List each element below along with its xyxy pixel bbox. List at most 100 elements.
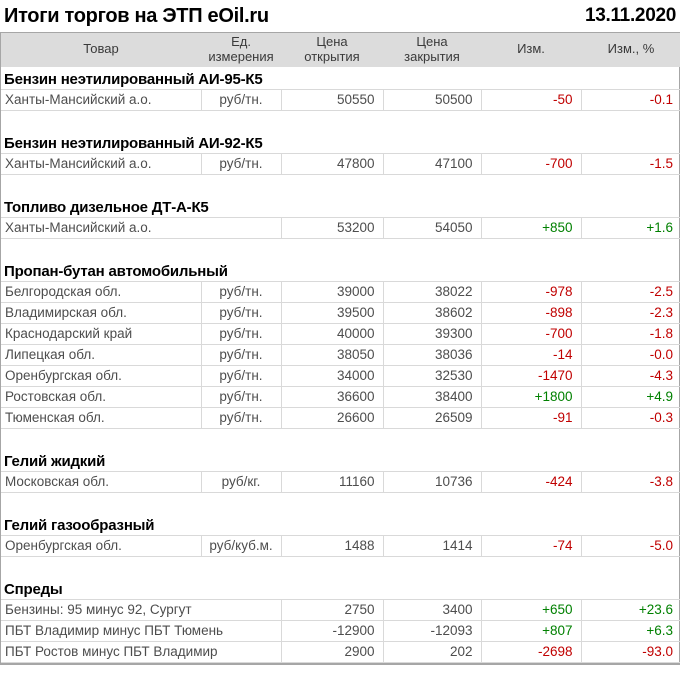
unit-cell: руб/тн. <box>200 301 282 324</box>
table-row: ПБТ Владимир минус ПБТ Тюмень -12900 -12… <box>1 619 680 642</box>
unit-cell: руб/куб.м. <box>200 534 282 557</box>
section-spacer <box>1 492 680 513</box>
product-cell: ПБТ Ростов минус ПБТ Владимир <box>1 640 282 663</box>
change-pct-cell: -1.5 <box>580 152 680 175</box>
unit-cell: руб/тн. <box>200 152 282 175</box>
change-cell: -91 <box>480 406 582 429</box>
product-cell: Ростовская обл. <box>1 385 202 408</box>
section-spacer <box>1 428 680 449</box>
product-cell: Московская обл. <box>1 470 202 493</box>
open-price-cell: 38050 <box>280 343 384 366</box>
section-title: Бензин неэтилированный АИ-95-К5 <box>4 70 263 88</box>
section-spacer <box>1 238 680 259</box>
product-cell: Липецкая обл. <box>1 343 202 366</box>
change-cell: -898 <box>480 301 582 324</box>
col-header-unit: Ед. измерения <box>208 34 274 64</box>
open-price-cell: 50550 <box>280 88 384 111</box>
section-title: Спреды <box>4 580 63 598</box>
close-price-cell: 50500 <box>382 88 482 111</box>
close-price-cell: -12093 <box>382 619 482 642</box>
close-price-cell: 26509 <box>382 406 482 429</box>
col-header-change-pct: Изм., % <box>607 41 655 57</box>
table-row: Ростовская обл. руб/тн. 36600 38400 +180… <box>1 385 680 408</box>
change-cell: -2698 <box>480 640 582 663</box>
table-row: Оренбургская обл. руб/тн. 34000 32530 -1… <box>1 364 680 387</box>
close-price-cell: 54050 <box>382 216 482 239</box>
open-price-cell: 53200 <box>280 216 384 239</box>
table-row: Бензины: 95 минус 92, Сургут 2750 3400 +… <box>1 598 680 621</box>
table-row: Московская обл. руб/кг. 11160 10736 -424… <box>1 470 680 493</box>
report-date: 13.11.2020 <box>584 5 676 26</box>
change-cell: -700 <box>480 152 582 175</box>
close-price-cell: 38022 <box>382 280 482 303</box>
section-spacer <box>1 556 680 577</box>
open-price-cell: -12900 <box>280 619 384 642</box>
open-price-cell: 1488 <box>280 534 384 557</box>
table-row: Владимирская обл. руб/тн. 39500 38602 -8… <box>1 301 680 324</box>
open-price-cell: 47800 <box>280 152 384 175</box>
open-price-cell: 2750 <box>280 598 384 621</box>
change-pct-cell: +4.9 <box>580 385 680 408</box>
change-pct-cell: -4.3 <box>580 364 680 387</box>
section-title-row: Гелий газообразный <box>1 513 680 535</box>
table-row: ПБТ Ростов минус ПБТ Владимир 2900 202 -… <box>1 640 680 663</box>
close-price-cell: 39300 <box>382 322 482 345</box>
change-pct-cell: -3.8 <box>580 470 680 493</box>
change-pct-cell: -93.0 <box>580 640 680 663</box>
product-cell: Ханты-Мансийский а.о. <box>1 88 202 111</box>
unit-cell: руб/тн. <box>200 88 282 111</box>
unit-cell: руб/тн. <box>200 406 282 429</box>
section-title-row: Пропан-бутан автомобильный <box>1 259 680 281</box>
section-title: Гелий жидкий <box>4 452 106 470</box>
change-pct-cell: +6.3 <box>580 619 680 642</box>
product-cell: Оренбургская обл. <box>1 534 202 557</box>
open-price-cell: 34000 <box>280 364 384 387</box>
product-cell: ПБТ Владимир минус ПБТ Тюмень <box>1 619 282 642</box>
results-table-frame: Товар Ед. измерения Цена открытия Цена з… <box>0 32 680 665</box>
change-pct-cell: -0.0 <box>580 343 680 366</box>
open-price-cell: 36600 <box>280 385 384 408</box>
open-price-cell: 39000 <box>280 280 384 303</box>
product-cell: Оренбургская обл. <box>1 364 202 387</box>
product-cell: Ханты-Мансийский а.о. <box>1 152 202 175</box>
close-price-cell: 202 <box>382 640 482 663</box>
change-cell: -14 <box>480 343 582 366</box>
change-pct-cell: +23.6 <box>580 598 680 621</box>
table-header-row: Товар Ед. измерения Цена открытия Цена з… <box>1 33 680 68</box>
unit-cell: руб/тн. <box>200 343 282 366</box>
open-price-cell: 39500 <box>280 301 384 324</box>
change-cell: -424 <box>480 470 582 493</box>
product-cell: Владимирская обл. <box>1 301 202 324</box>
close-price-cell: 3400 <box>382 598 482 621</box>
unit-cell: руб/тн. <box>200 322 282 345</box>
table-row: Краснодарский край руб/тн. 40000 39300 -… <box>1 322 680 345</box>
section-title: Топливо дизельное ДТ-А-К5 <box>4 198 209 216</box>
close-price-cell: 10736 <box>382 470 482 493</box>
table-row: Белгородская обл. руб/тн. 39000 38022 -9… <box>1 280 680 303</box>
page-title: Итоги торгов на ЭТП eOil.ru <box>4 4 269 27</box>
unit-cell: руб/тн. <box>200 364 282 387</box>
section-title: Гелий газообразный <box>4 516 155 534</box>
close-price-cell: 32530 <box>382 364 482 387</box>
section-spacer <box>1 110 680 131</box>
change-cell: +1800 <box>480 385 582 408</box>
change-cell: -1470 <box>480 364 582 387</box>
col-header-product: Товар <box>83 41 119 57</box>
section-title-row: Спреды <box>1 577 680 599</box>
section-title-row: Топливо дизельное ДТ-А-К5 <box>1 195 680 217</box>
change-pct-cell: -2.5 <box>580 280 680 303</box>
change-pct-cell: -0.3 <box>580 406 680 429</box>
section-title: Пропан-бутан автомобильный <box>4 262 228 280</box>
col-header-open-price: Цена открытия <box>304 34 360 64</box>
change-cell: -74 <box>480 534 582 557</box>
open-price-cell: 26600 <box>280 406 384 429</box>
close-price-cell: 1414 <box>382 534 482 557</box>
table-row: Тюменская обл. руб/тн. 26600 26509 -91 -… <box>1 406 680 429</box>
unit-cell: руб/тн. <box>200 280 282 303</box>
table-row: Ханты-Мансийский а.о. руб/тн. 47800 4710… <box>1 152 680 175</box>
change-cell: +807 <box>480 619 582 642</box>
open-price-cell: 11160 <box>280 470 384 493</box>
unit-cell: руб/тн. <box>200 385 282 408</box>
title-bar: Итоги торгов на ЭТП eOil.ru 13.11.2020 <box>0 0 680 32</box>
open-price-cell: 2900 <box>280 640 384 663</box>
